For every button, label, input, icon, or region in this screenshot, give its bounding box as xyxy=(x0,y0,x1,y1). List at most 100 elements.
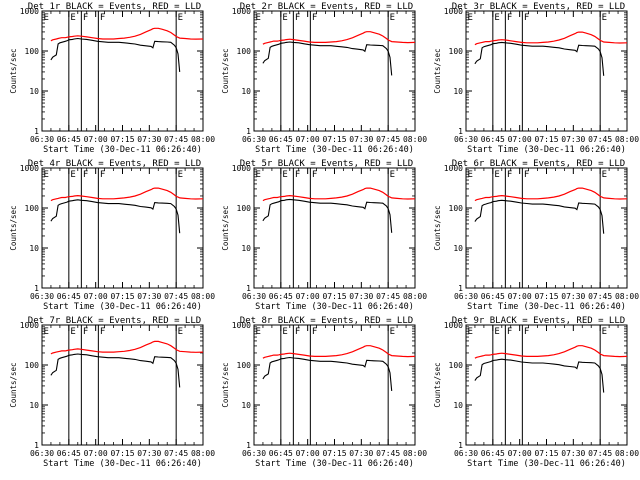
x-tick-label: 07:00 xyxy=(84,449,108,458)
x-tick-label: 07:15 xyxy=(534,135,558,144)
marker-label: F xyxy=(83,13,88,23)
x-tick-label: 07:45 xyxy=(588,449,612,458)
x-tick-label: 07:00 xyxy=(84,292,108,301)
y-tick-label: 1 xyxy=(246,127,251,136)
marker-label: F xyxy=(295,13,300,23)
y-tick-label: 1000 xyxy=(232,164,251,173)
marker-label-left: E xyxy=(256,170,261,180)
x-tick-label: 07:30 xyxy=(349,135,373,144)
marker-label: F xyxy=(83,170,88,180)
marker-label: F xyxy=(507,13,512,23)
y-tick-label: 100 xyxy=(25,361,40,370)
x-tick-label: 07:00 xyxy=(508,449,532,458)
x-tick-label: 08:00 xyxy=(403,449,427,458)
series-events-line xyxy=(474,199,605,234)
x-tick-label: 06:45 xyxy=(269,135,293,144)
x-tick-label: 06:45 xyxy=(481,292,505,301)
series-lld-line xyxy=(474,345,628,359)
y-tick-label: 1000 xyxy=(232,321,251,330)
x-tick-label: 06:45 xyxy=(481,135,505,144)
series-events-line xyxy=(262,356,393,391)
marker-label-left: E xyxy=(44,13,49,23)
x-tick-label: 07:15 xyxy=(110,135,134,144)
x-axis-label: Start Time (30-Dec-11 06:26:40) xyxy=(255,459,414,469)
marker-label: E xyxy=(390,327,395,337)
series-events-line xyxy=(262,41,393,76)
x-tick-label: 07:30 xyxy=(561,135,585,144)
y-tick-label: 1000 xyxy=(20,164,39,173)
y-tick-label: 10 xyxy=(453,244,463,253)
x-tick-label: 07:45 xyxy=(376,135,400,144)
x-tick-label: 07:30 xyxy=(561,292,585,301)
x-tick-label: 06:45 xyxy=(269,292,293,301)
x-tick-label: 06:30 xyxy=(30,449,54,458)
x-tick-label: 07:00 xyxy=(296,135,320,144)
marker-label: E xyxy=(602,170,607,180)
y-tick-label: 10 xyxy=(29,401,39,410)
y-tick-label: 100 xyxy=(449,204,464,213)
marker-label-left: E xyxy=(256,13,261,23)
x-tick-label: 07:15 xyxy=(534,292,558,301)
marker-label: F xyxy=(312,327,317,337)
series-events-line xyxy=(262,198,393,233)
marker-label: E xyxy=(70,170,75,180)
y-tick-label: 100 xyxy=(237,361,252,370)
x-tick-label: 06:30 xyxy=(242,135,266,144)
panel-title: Det 2r BLACK = Events, RED = LLD xyxy=(240,2,413,12)
series-lld-line xyxy=(50,187,204,202)
x-tick-label: 07:30 xyxy=(349,292,373,301)
y-axis-label: Counts/sec xyxy=(433,48,442,93)
x-tick-label: 07:15 xyxy=(322,292,346,301)
y-axis-label: Counts/sec xyxy=(9,362,18,407)
y-axis-label: Counts/sec xyxy=(433,205,442,250)
marker-label: F xyxy=(312,170,317,180)
series-events-line xyxy=(50,199,181,234)
marker-label: E xyxy=(390,13,395,23)
x-tick-label: 07:45 xyxy=(376,449,400,458)
y-tick-label: 10 xyxy=(241,87,251,96)
y-tick-label: 1000 xyxy=(20,7,39,16)
panel-det-4: Det 4r BLACK = Events, RED = LLD 1 10 100 10… xyxy=(9,159,215,312)
series-events-line xyxy=(50,37,181,72)
y-tick-label: 100 xyxy=(25,204,40,213)
x-tick-label: 07:00 xyxy=(508,292,532,301)
x-axis-label: Start Time (30-Dec-11 06:26:40) xyxy=(467,302,626,312)
x-tick-label: 08:00 xyxy=(615,449,639,458)
marker-label: E xyxy=(178,170,183,180)
panel-title: Det 4r BLACK = Events, RED = LLD xyxy=(28,159,201,169)
panel-det-8: Det 8r BLACK = Events, RED = LLD 1 10 100 10… xyxy=(221,316,427,469)
y-tick-label: 1 xyxy=(34,127,39,136)
x-tick-label: 06:30 xyxy=(30,292,54,301)
x-tick-label: 07:45 xyxy=(164,292,188,301)
x-tick-label: 06:45 xyxy=(57,135,81,144)
x-tick-label: 06:45 xyxy=(57,292,81,301)
series-lld-line xyxy=(474,31,628,46)
x-tick-label: 06:30 xyxy=(454,449,478,458)
x-tick-label: 07:45 xyxy=(376,292,400,301)
panel-title: Det 8r BLACK = Events, RED = LLD xyxy=(240,316,413,326)
marker-label: E xyxy=(602,13,607,23)
y-tick-label: 1 xyxy=(34,284,39,293)
y-tick-label: 1 xyxy=(246,284,251,293)
x-tick-label: 08:00 xyxy=(403,135,427,144)
marker-label-left: E xyxy=(44,327,49,337)
marker-label-left: E xyxy=(468,170,473,180)
marker-label: F xyxy=(507,327,512,337)
series-lld-line xyxy=(262,345,416,359)
marker-label-left: E xyxy=(468,13,473,23)
marker-label: F xyxy=(83,327,88,337)
series-lld-line xyxy=(474,187,628,202)
y-tick-label: 100 xyxy=(237,47,252,56)
x-tick-label: 07:30 xyxy=(137,292,161,301)
x-tick-label: 07:45 xyxy=(588,292,612,301)
y-tick-label: 1000 xyxy=(232,7,251,16)
y-tick-label: 10 xyxy=(241,244,251,253)
y-tick-label: 1 xyxy=(34,441,39,450)
series-lld-line xyxy=(262,187,416,202)
panel-det-2: Det 2r BLACK = Events, RED = LLD 1 10 100 10… xyxy=(221,2,427,155)
x-tick-label: 06:30 xyxy=(30,135,54,144)
marker-label-left: E xyxy=(44,170,49,180)
x-axis-label: Start Time (30-Dec-11 06:26:40) xyxy=(43,145,202,155)
y-axis-label: Counts/sec xyxy=(221,205,230,250)
